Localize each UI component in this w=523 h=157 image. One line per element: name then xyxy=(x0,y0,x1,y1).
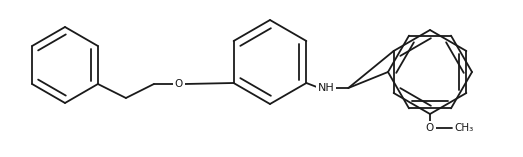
Text: O: O xyxy=(426,123,434,133)
Text: CH₃: CH₃ xyxy=(454,123,473,133)
Text: NH: NH xyxy=(318,83,335,93)
Text: O: O xyxy=(175,79,183,89)
